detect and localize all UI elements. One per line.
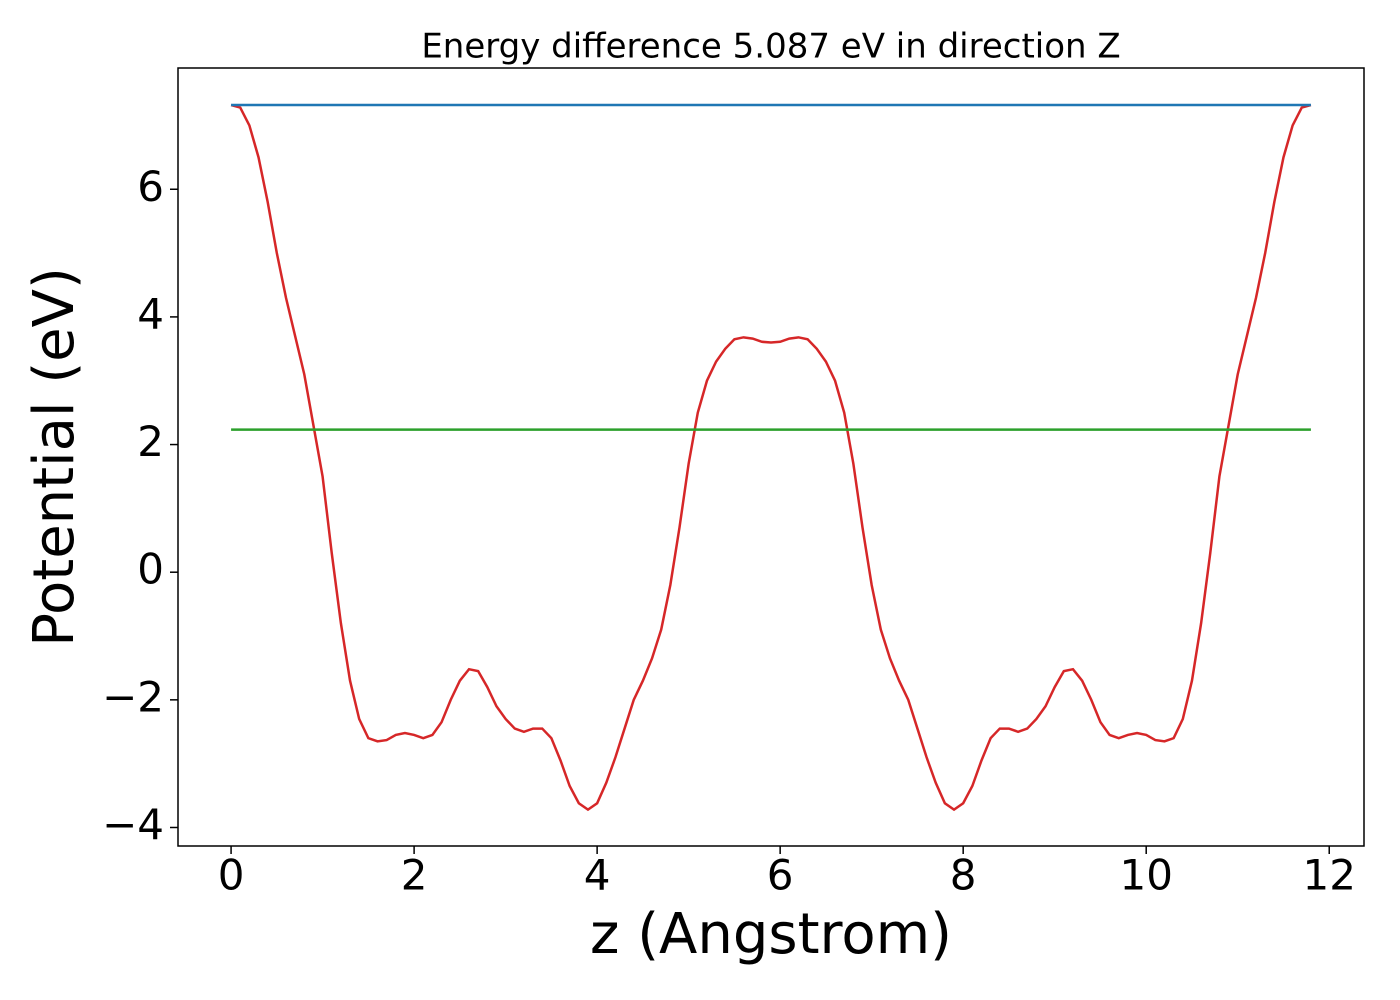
x-tick-label: 8: [950, 851, 977, 900]
series-line: [230, 103, 1312, 812]
x-tick-label: 6: [767, 851, 794, 900]
y-tick-label: 4: [137, 289, 164, 338]
y-axis-label: Potential (eV): [22, 267, 87, 647]
y-tick-label: −4: [102, 800, 164, 849]
x-tick-label: 12: [1302, 851, 1355, 900]
x-tick-label: 4: [584, 851, 611, 900]
y-tick-label: 2: [137, 417, 164, 466]
x-tick-label: 2: [401, 851, 428, 900]
y-tick-label: 6: [137, 162, 164, 211]
plot-frame: [177, 67, 1365, 847]
chart-title: Energy difference 5.087 eV in direction …: [421, 27, 1120, 67]
x-axis-label: z (Angstrom): [590, 902, 952, 967]
x-tick-label: 0: [218, 851, 245, 900]
y-tick-label: 0: [137, 545, 164, 594]
x-tick-label: 10: [1119, 851, 1172, 900]
y-tick-label: −2: [102, 672, 164, 721]
